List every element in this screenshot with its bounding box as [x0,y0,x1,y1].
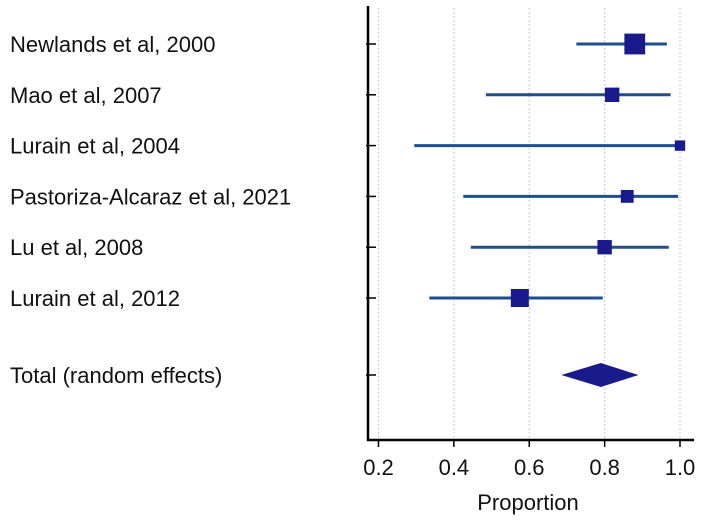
x-tick-label: 0.8 [589,455,620,480]
x-tick-label: 0.2 [363,455,394,480]
study-label: Lurain et al, 2012 [10,286,180,311]
markers [414,33,686,387]
x-tick-label: 1.0 [665,455,696,480]
study-label: Newlands et al, 2000 [10,32,215,57]
study-estimate-marker [674,140,686,151]
study-labels: Newlands et al, 2000 Mao et al, 2007 Lurai… [10,32,291,388]
study-label: Lurain et al, 2004 [10,134,180,159]
study-estimate-marker [624,33,646,55]
x-tick-label: 0.4 [439,455,470,480]
study-label: Pastoriza-Alcaraz et al, 2021 [10,184,291,209]
study-label: Mao et al, 2007 [10,83,162,108]
study-estimate-marker [620,190,634,203]
study-estimate-marker [604,87,620,102]
total-label: Total (random effects) [10,363,222,388]
study-label: Lu et al, 2008 [10,235,143,260]
axes: 0.2 0.4 0.6 0.8 1.0 [363,6,695,480]
x-axis-title: Proportion [477,490,579,515]
study-estimate-marker [597,240,612,255]
pooled-estimate-diamond [561,363,639,387]
study-estimate-marker [510,289,529,307]
x-tick-label: 0.6 [514,455,545,480]
